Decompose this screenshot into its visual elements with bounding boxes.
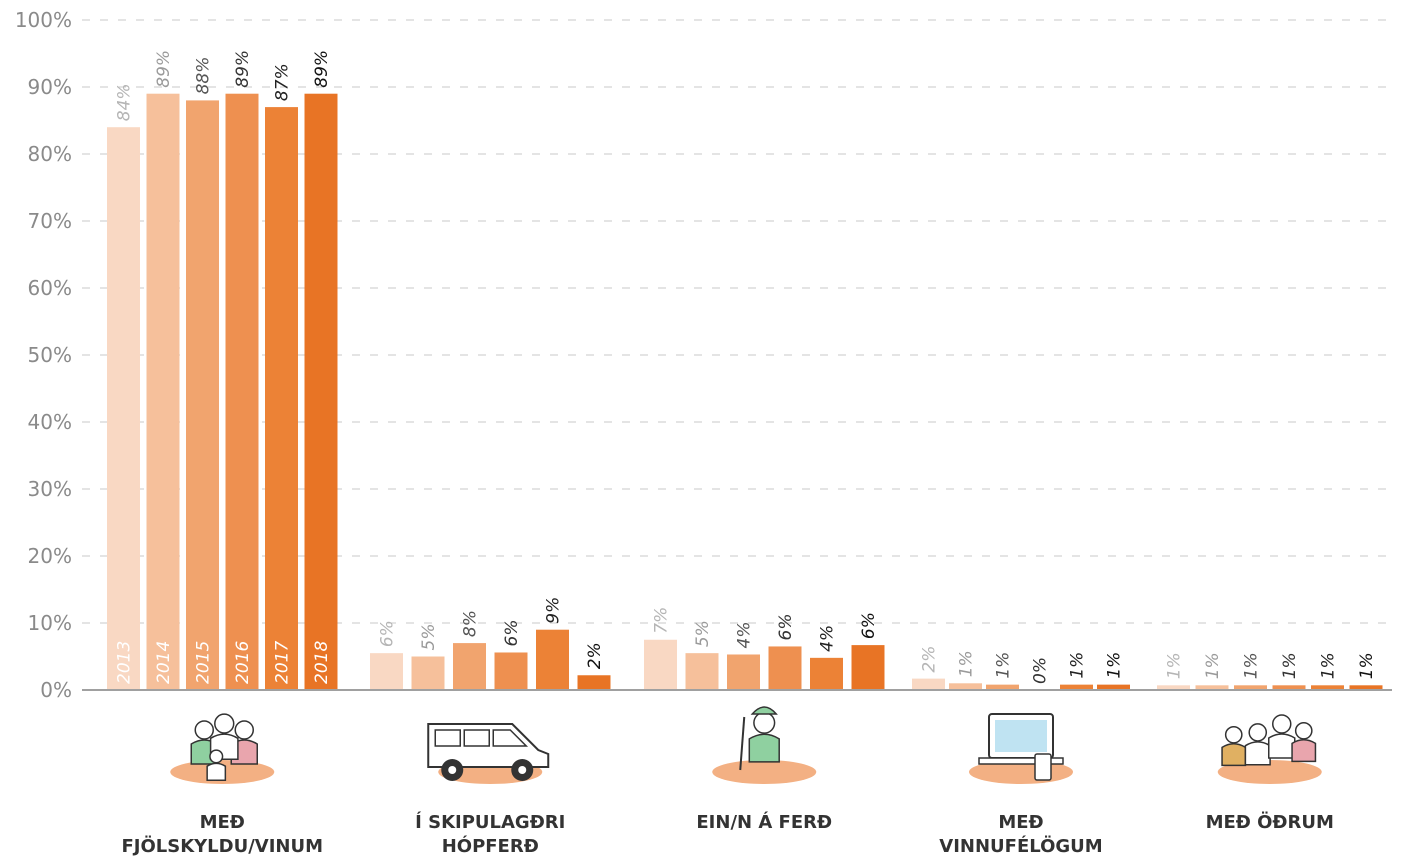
y-tick-label: 10% bbox=[28, 611, 72, 635]
category-label: VINNUFÉLÖGUM bbox=[939, 835, 1102, 857]
value-label: 84% bbox=[115, 83, 135, 121]
value-label: 9% bbox=[544, 597, 564, 624]
value-label: 6% bbox=[502, 619, 522, 646]
value-label: 7% bbox=[652, 607, 672, 634]
year-label: 2015 bbox=[194, 641, 214, 684]
bar-2018-0 bbox=[304, 93, 338, 690]
bar-2017-1 bbox=[536, 629, 569, 690]
value-label: 1% bbox=[1203, 652, 1223, 679]
bar-2018-4 bbox=[1349, 685, 1383, 690]
laptop-phone-icon bbox=[969, 713, 1073, 784]
bar-2017-4 bbox=[1311, 685, 1344, 690]
family-icon bbox=[170, 713, 275, 784]
bar-2013-3 bbox=[912, 678, 945, 690]
value-label: 5% bbox=[419, 624, 439, 651]
bar-2014-4 bbox=[1195, 685, 1229, 690]
bar-2015-3 bbox=[986, 684, 1019, 690]
bar-2014-3 bbox=[949, 683, 982, 690]
bar-2017-0 bbox=[265, 107, 298, 691]
bar-2016-0 bbox=[225, 93, 259, 690]
y-tick-label: 80% bbox=[28, 142, 72, 166]
value-label: 8% bbox=[461, 610, 481, 637]
value-label: 0% bbox=[1031, 657, 1051, 684]
y-tick-label: 0% bbox=[40, 678, 72, 702]
value-label: 6% bbox=[378, 620, 398, 647]
bar-2016-1 bbox=[494, 652, 528, 690]
bar-2015-1 bbox=[453, 643, 486, 690]
value-label: 88% bbox=[194, 57, 214, 95]
bar-2018-3 bbox=[1097, 684, 1130, 690]
value-label: 4% bbox=[735, 622, 755, 649]
value-label: 1% bbox=[1068, 652, 1088, 679]
value-label: 1% bbox=[1242, 652, 1262, 679]
bar-2015-2 bbox=[727, 654, 760, 690]
value-label: 87% bbox=[273, 63, 293, 101]
van-icon bbox=[427, 723, 550, 784]
value-label: 1% bbox=[1105, 652, 1125, 679]
y-tick-label: 20% bbox=[28, 544, 72, 568]
value-label: 1% bbox=[1165, 652, 1185, 679]
category-label: MEÐ ÖÐRUM bbox=[1206, 811, 1334, 833]
bar-2014-1 bbox=[411, 656, 445, 690]
year-label: 2017 bbox=[273, 641, 293, 684]
value-label: 89% bbox=[233, 50, 253, 88]
value-label: 89% bbox=[154, 50, 174, 88]
bar-2014-0 bbox=[146, 93, 180, 690]
value-label: 6% bbox=[859, 612, 879, 639]
value-label: 1% bbox=[1280, 652, 1300, 679]
bar-2018-2 bbox=[851, 645, 885, 690]
year-label: 2018 bbox=[312, 641, 332, 684]
group-icon bbox=[1217, 714, 1322, 784]
bar-2016-2 bbox=[768, 646, 802, 690]
bar-2013-1 bbox=[370, 653, 403, 690]
category-label: HÓPFERÐ bbox=[442, 835, 539, 857]
bar-2013-2 bbox=[644, 639, 677, 690]
y-tick-label: 100% bbox=[15, 8, 72, 32]
category-label: MEÐ bbox=[200, 812, 245, 833]
value-label: 1% bbox=[957, 650, 977, 677]
category-label: MEÐ bbox=[998, 812, 1043, 833]
bar-2013-4 bbox=[1157, 685, 1190, 690]
y-tick-label: 70% bbox=[28, 209, 72, 233]
category-label: Í SKIPULAGÐRI bbox=[415, 811, 565, 833]
value-label: 1% bbox=[994, 652, 1014, 679]
bar-2018-1 bbox=[577, 675, 611, 690]
y-tick-label: 40% bbox=[28, 410, 72, 434]
y-tick-label: 30% bbox=[28, 477, 72, 501]
year-label: 2014 bbox=[154, 641, 174, 684]
y-tick-label: 90% bbox=[28, 75, 72, 99]
year-label: 2016 bbox=[233, 641, 253, 684]
year-label: 2013 bbox=[115, 641, 135, 684]
value-label: 4% bbox=[818, 625, 838, 652]
bar-2017-3 bbox=[1060, 684, 1093, 690]
value-label: 2% bbox=[920, 646, 940, 673]
solo-traveler-icon bbox=[712, 706, 817, 784]
value-label: 6% bbox=[776, 613, 796, 640]
category-label: EIN/N Á FERÐ bbox=[696, 811, 832, 833]
bar-2016-4 bbox=[1272, 685, 1306, 690]
value-label: 1% bbox=[1357, 652, 1377, 679]
value-label: 1% bbox=[1319, 652, 1339, 679]
value-label: 89% bbox=[312, 50, 332, 88]
bar-2014-2 bbox=[685, 653, 719, 690]
category-label: FJÖLSKYLDU/VINUM bbox=[121, 835, 323, 857]
value-label: 5% bbox=[693, 620, 713, 647]
y-tick-label: 50% bbox=[28, 343, 72, 367]
bar-2015-4 bbox=[1234, 685, 1267, 690]
value-label: 2% bbox=[585, 642, 605, 669]
y-tick-label: 60% bbox=[28, 276, 72, 300]
bar-2017-2 bbox=[810, 657, 843, 690]
bar-2013-0 bbox=[107, 127, 140, 690]
bar-2015-0 bbox=[186, 100, 219, 690]
